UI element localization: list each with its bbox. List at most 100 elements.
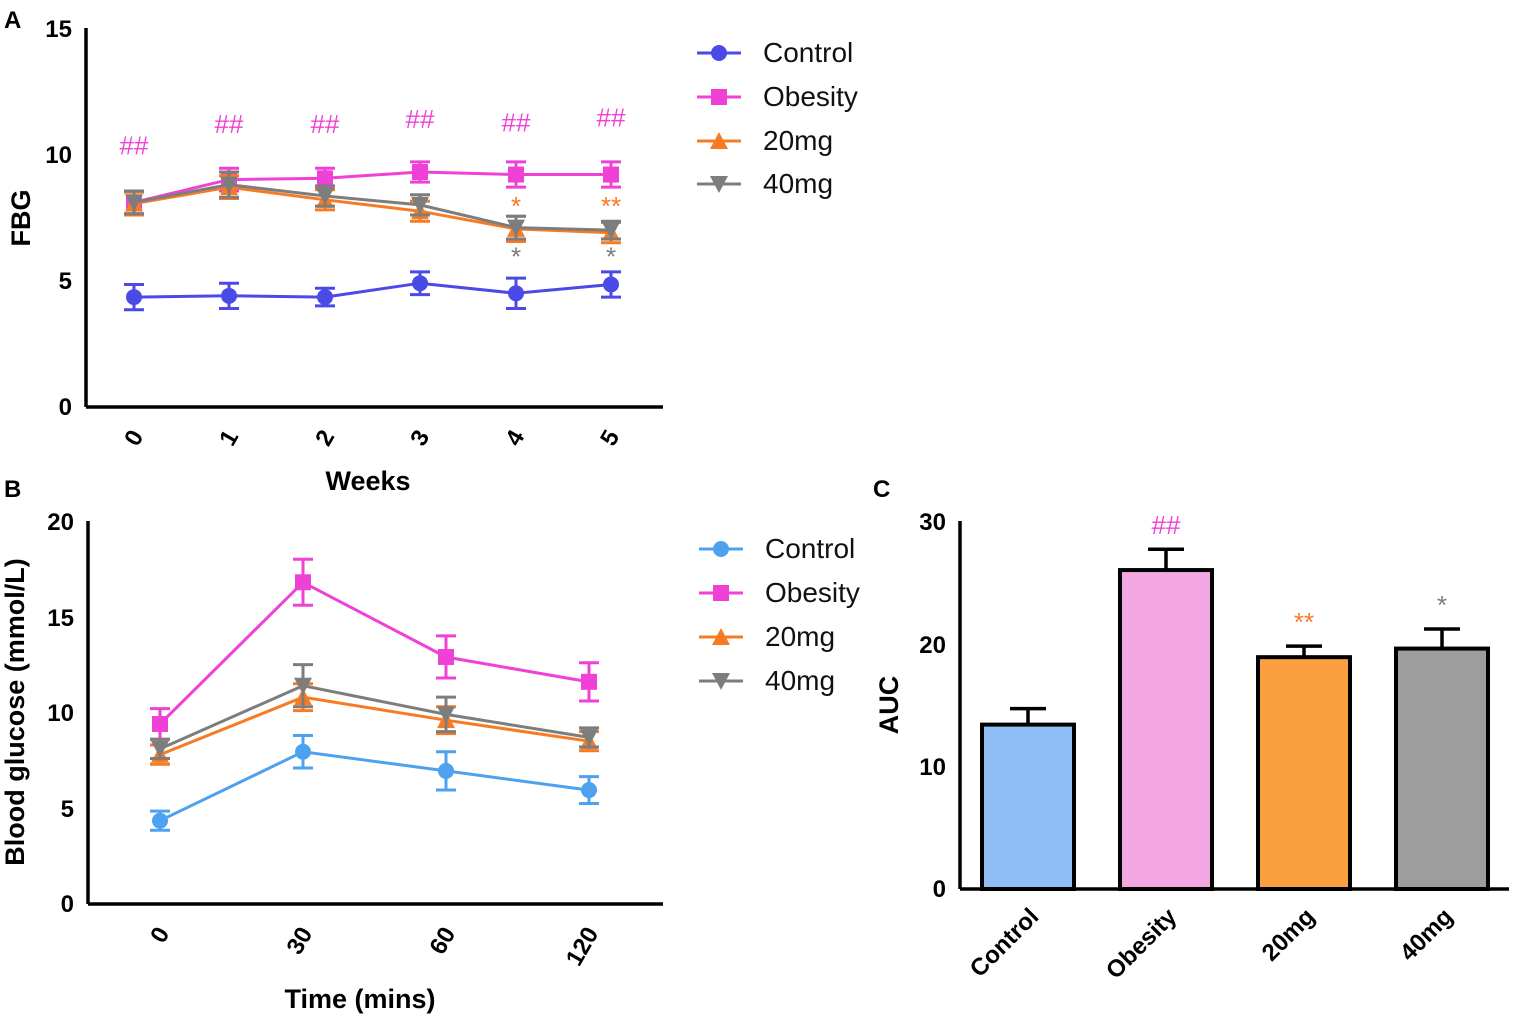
legend-swatch: [697, 89, 741, 105]
legend-item: Obesity: [697, 81, 858, 112]
data-point: [221, 287, 237, 304]
panel-b-x-tick: 120: [561, 923, 604, 971]
significance-mark: **: [1294, 607, 1314, 637]
panel-b: B 0 5 10 15 20 0 30 60 120 Time (mins) B…: [0, 476, 860, 1014]
significance-mark: ##: [597, 103, 626, 133]
data-point: [317, 289, 333, 306]
data-point: [151, 740, 169, 758]
panel-c-y-ticks: 0 10 20 30: [919, 509, 946, 903]
significance-mark: ##: [120, 130, 149, 160]
panel-c-label: C: [873, 476, 890, 503]
series-line: [133, 183, 612, 232]
bar-control: [980, 706, 1076, 891]
bar-obesity: [1118, 547, 1214, 891]
legend-label: Control: [765, 533, 855, 564]
legend-swatch: [699, 585, 743, 601]
panel-a-x-tick: 5: [595, 426, 625, 451]
panel-a-x-tick: 0: [119, 426, 149, 451]
legend-label: Obesity: [763, 81, 858, 112]
panel-a-x-tick: 1: [214, 426, 244, 451]
panel-c-y-label: AUC: [874, 676, 904, 735]
panel-c-annotations: ##***: [1152, 510, 1448, 637]
panel-b-legend: Control Obesity 20mg 40mg: [699, 533, 860, 696]
significance-mark: ##: [215, 109, 244, 139]
significance-mark: **: [601, 191, 621, 221]
legend-item: 20mg: [697, 125, 833, 156]
panel-b-y-tick: 5: [61, 796, 74, 823]
legend-label: Control: [763, 37, 853, 68]
legend-item: Control: [697, 37, 853, 68]
data-point: [295, 574, 311, 591]
panel-a-annotations: #### ## ## ## ##* *** *: [120, 103, 626, 272]
series-line: [159, 684, 590, 751]
panel-c-x-tick: 20mg: [1257, 903, 1320, 966]
legend-item: Obesity: [699, 577, 860, 608]
series-line: [159, 695, 590, 756]
legend-item: 40mg: [697, 168, 833, 199]
series-40mg: [124, 170, 621, 241]
panel-a: A 0 5 10 15 0 1 2 3 4 5 Weeks FBG #### ##…: [4, 7, 858, 496]
panel-a-y-tick: 5: [59, 268, 72, 295]
bar: [1118, 568, 1214, 891]
legend-label: 40mg: [763, 168, 833, 199]
panel-a-x-ticks: 0 1 2 3 4 5: [119, 425, 625, 451]
bar-20mg: [1256, 644, 1352, 891]
data-point: [411, 196, 429, 214]
data-point: [438, 762, 454, 779]
data-point: [710, 132, 728, 149]
panel-b-y-tick: 0: [61, 891, 74, 918]
panel-a-axes: [84, 28, 663, 409]
data-point: [507, 219, 525, 237]
data-point: [126, 289, 142, 306]
panel-b-axes: [86, 521, 663, 906]
panel-c-y-tick: 20: [919, 632, 946, 659]
legend-label: Obesity: [765, 577, 860, 608]
significance-mark: ##: [311, 109, 340, 139]
panel-a-x-tick: 3: [405, 426, 435, 451]
panel-b-y-label: Blood glucose (mmol/L): [0, 558, 30, 866]
panel-a-plot-area: [124, 160, 621, 312]
significance-mark: ##: [502, 108, 531, 138]
legend-label: 20mg: [765, 621, 835, 652]
data-point: [711, 45, 727, 61]
data-point: [438, 648, 454, 665]
series-line: [133, 185, 612, 235]
data-point: [710, 176, 728, 193]
panel-a-y-tick: 15: [45, 16, 72, 43]
significance-mark: *: [1437, 590, 1447, 620]
legend-item: Control: [699, 533, 855, 564]
significance-mark: ##: [1152, 510, 1181, 540]
data-point: [581, 673, 597, 690]
data-point: [316, 188, 334, 206]
data-point: [294, 677, 312, 695]
panel-c-x-ticks: Control Obesity 20mg 40mg: [965, 903, 1458, 985]
legend-label: 40mg: [765, 665, 835, 696]
panel-c-y-tick: 10: [919, 754, 946, 781]
panel-a-y-tick: 10: [45, 142, 72, 169]
legend-swatch: [699, 673, 743, 690]
series-line: [159, 750, 590, 823]
panel-c-y-tick: 30: [919, 509, 946, 536]
panel-a-y-tick: 0: [59, 394, 72, 421]
data-point: [580, 729, 598, 747]
data-point: [295, 743, 311, 760]
legend-swatch: [697, 45, 741, 61]
panel-c-x-tick: Control: [965, 903, 1044, 982]
panel-b-y-tick: 20: [47, 509, 74, 536]
data-point: [412, 164, 428, 181]
panel-c-x-tick: 40mg: [1395, 903, 1458, 966]
data-point: [713, 541, 729, 557]
series-control: [150, 733, 599, 832]
bar: [980, 722, 1076, 891]
panel-b-label: B: [4, 476, 21, 503]
panel-b-x-label: Time (mins): [284, 984, 435, 1014]
legend-swatch: [697, 132, 741, 149]
data-point: [437, 706, 455, 724]
data-point: [317, 170, 333, 187]
data-point: [152, 715, 168, 732]
data-point: [412, 275, 428, 292]
data-point: [603, 276, 619, 293]
data-point: [711, 89, 727, 105]
panel-a-y-ticks: 0 5 10 15: [45, 16, 72, 421]
